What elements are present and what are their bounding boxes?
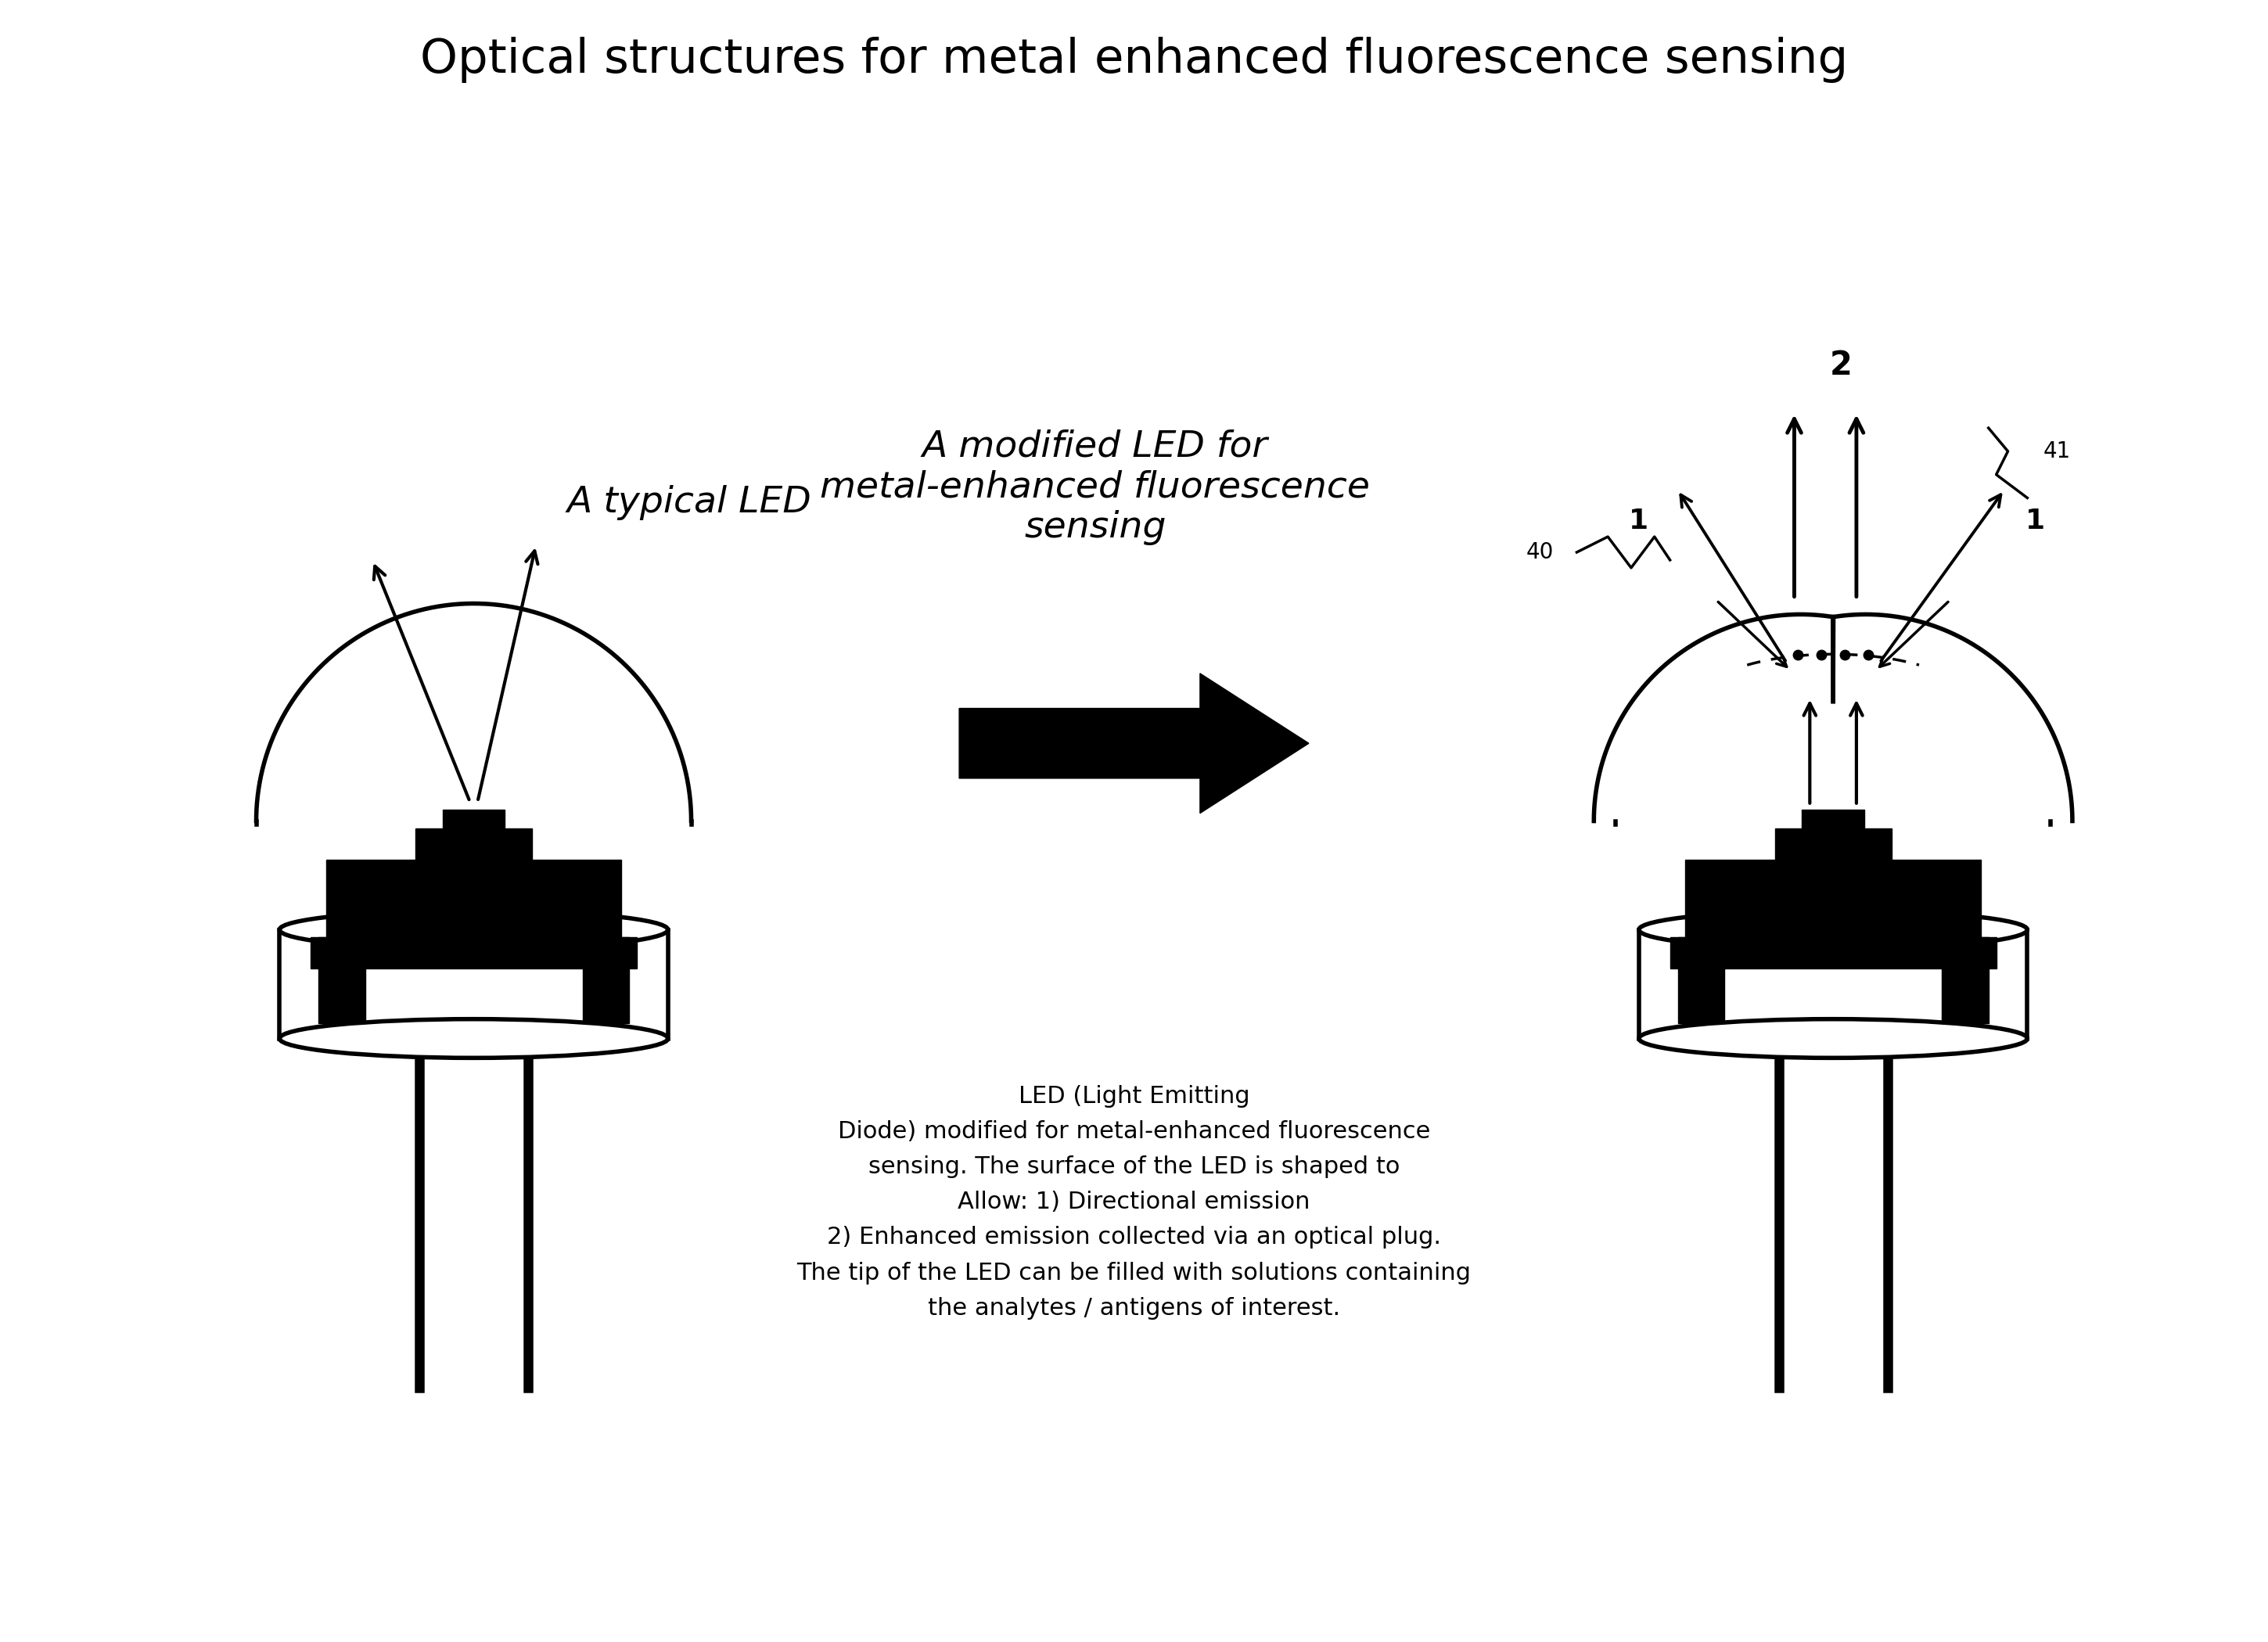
Text: 1: 1 — [2025, 507, 2046, 535]
Text: LED (Light Emitting
Diode) modified for metal-enhanced fluorescence
sensing. The: LED (Light Emitting Diode) modified for … — [796, 1085, 1472, 1320]
Bar — [318, 938, 365, 1023]
Ellipse shape — [1640, 1020, 2028, 1057]
Bar — [442, 810, 506, 829]
Bar — [415, 829, 533, 860]
FancyBboxPatch shape — [279, 929, 667, 1038]
Ellipse shape — [279, 910, 667, 949]
Text: A modified LED for
metal-enhanced fluorescence
sensing: A modified LED for metal-enhanced fluore… — [821, 429, 1370, 545]
Ellipse shape — [1640, 910, 2028, 949]
Bar — [1669, 938, 1996, 969]
Bar — [583, 938, 628, 1023]
Text: 1: 1 — [1628, 507, 1649, 535]
Bar — [1776, 829, 1892, 860]
Bar — [1803, 810, 1864, 829]
Ellipse shape — [279, 1020, 667, 1057]
Text: 40: 40 — [1526, 542, 1554, 563]
Bar — [1941, 938, 1989, 1023]
Text: 2: 2 — [1830, 348, 1853, 381]
Bar — [311, 938, 637, 969]
Text: A typical LED: A typical LED — [567, 484, 812, 521]
Bar — [1685, 860, 1980, 938]
Text: 41: 41 — [2043, 440, 2071, 463]
Bar — [327, 860, 621, 938]
Text: Optical structures for metal enhanced fluorescence sensing: Optical structures for metal enhanced fl… — [420, 36, 1848, 82]
FancyBboxPatch shape — [1640, 929, 2028, 1038]
FancyArrow shape — [959, 673, 1309, 813]
Bar — [1678, 938, 1724, 1023]
